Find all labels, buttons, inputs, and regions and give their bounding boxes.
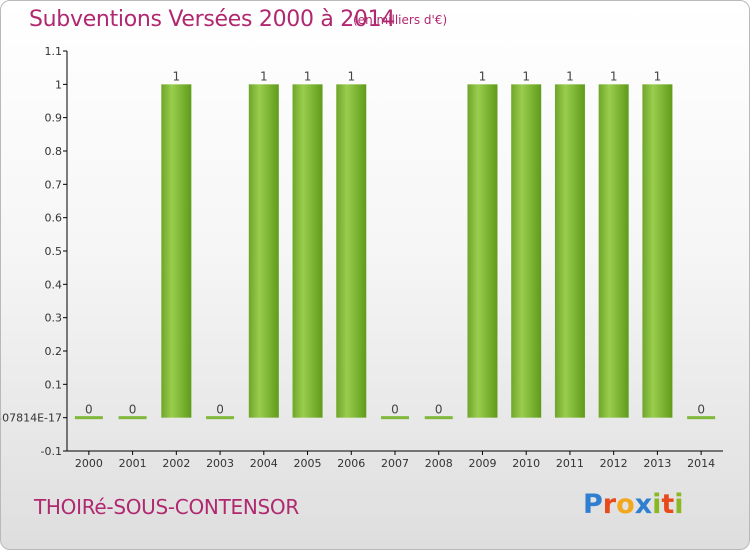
bar <box>74 416 103 420</box>
logo-letter: t <box>661 489 675 520</box>
x-tick-label: 2008 <box>425 457 453 470</box>
bar <box>161 84 192 418</box>
logo-letter: o <box>616 489 635 520</box>
bar <box>206 416 235 420</box>
logo-letter: i <box>652 489 662 520</box>
x-tick-label: 2011 <box>556 457 584 470</box>
y-tick-label: 307814E-17 <box>1 412 62 425</box>
x-tick-label: 2005 <box>294 457 322 470</box>
y-tick-label: 0.4 <box>45 278 63 291</box>
y-tick-label: 0.9 <box>45 112 63 125</box>
bar <box>248 84 279 418</box>
y-tick-label: 0.5 <box>45 245 63 258</box>
x-tick-label: 2002 <box>162 457 190 470</box>
bar <box>687 416 716 420</box>
data-label: 1 <box>654 69 662 83</box>
data-label: 1 <box>173 69 181 83</box>
data-label: 1 <box>522 69 530 83</box>
y-tick-label: 1.1 <box>45 45 63 58</box>
data-label: 1 <box>347 69 355 83</box>
data-label: 0 <box>216 403 224 417</box>
x-tick-label: 2009 <box>468 457 496 470</box>
data-label: 0 <box>697 403 705 417</box>
bar <box>554 84 585 418</box>
x-tick-label: 2012 <box>600 457 628 470</box>
logo-letter: x <box>634 489 653 520</box>
y-tick-label: -0.1 <box>41 445 62 458</box>
data-label: 1 <box>566 69 574 83</box>
data-label: 1 <box>260 69 268 83</box>
bar <box>598 84 629 418</box>
commune-name: THOIRé-SOUS-CONTENSOR <box>34 495 299 519</box>
bar <box>292 84 323 418</box>
y-tick-label: 0.8 <box>45 145 63 158</box>
x-tick-label: 2003 <box>206 457 234 470</box>
data-label: 0 <box>85 403 93 417</box>
bar <box>381 416 409 420</box>
x-tick-label: 2013 <box>643 457 671 470</box>
x-tick-label: 2014 <box>687 457 715 470</box>
data-label: 0 <box>435 403 443 417</box>
data-label: 1 <box>479 69 487 83</box>
y-tick-label: 1 <box>55 78 62 91</box>
x-tick-label: 2000 <box>75 457 103 470</box>
y-tick-label: 0.6 <box>45 212 63 225</box>
x-tick-label: 2007 <box>381 457 409 470</box>
bar <box>467 84 498 418</box>
bar <box>511 84 542 418</box>
logo-letter: i <box>674 489 684 520</box>
x-tick-label: 2006 <box>337 457 365 470</box>
bar <box>424 416 453 420</box>
proxiti-logo[interactable]: Proxiti <box>583 489 684 520</box>
y-tick-label: 0.7 <box>45 178 63 191</box>
data-label: 1 <box>304 69 312 83</box>
logo-letter: r <box>602 489 617 520</box>
data-label: 0 <box>391 403 399 417</box>
y-tick-label: 0.3 <box>45 312 63 325</box>
data-label: 0 <box>129 403 137 417</box>
bar <box>642 84 673 418</box>
x-tick-label: 2001 <box>119 457 147 470</box>
bar <box>118 416 147 420</box>
x-tick-label: 2004 <box>250 457 278 470</box>
y-tick-label: 0.2 <box>45 345 63 358</box>
data-label: 1 <box>610 69 618 83</box>
bar <box>336 84 367 418</box>
x-tick-label: 2010 <box>512 457 540 470</box>
chart-unit: (en milliers d'€) <box>353 13 448 27</box>
chart-title: Subventions Versées 2000 à 2014 <box>29 7 396 32</box>
logo-letter: P <box>583 489 603 520</box>
y-tick-label: 0.1 <box>45 378 63 391</box>
